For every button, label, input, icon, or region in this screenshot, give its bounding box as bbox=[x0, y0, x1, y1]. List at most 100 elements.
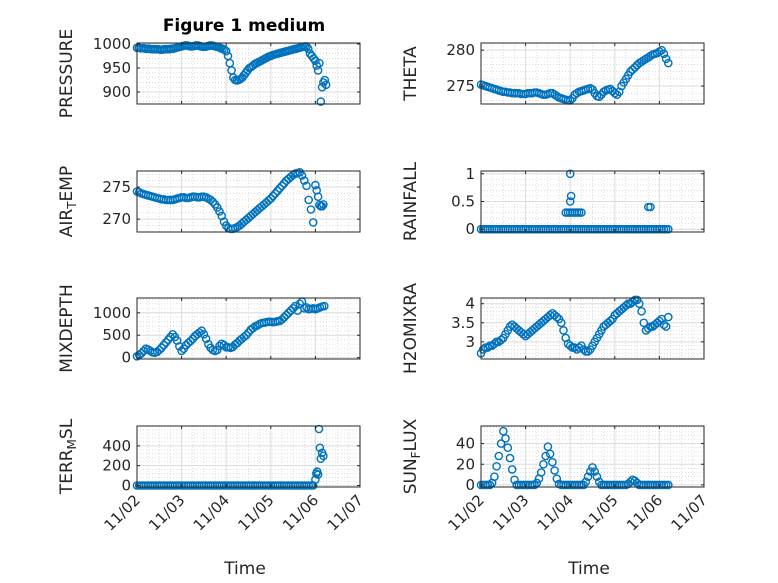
data-point bbox=[206, 195, 215, 205]
x-tick-label: 11/05 bbox=[578, 491, 621, 534]
x-tick-label: 11/02 bbox=[445, 491, 488, 534]
x-tick-label: 11/05 bbox=[234, 491, 277, 534]
y-tick-label: 1000 bbox=[93, 35, 131, 53]
data-point bbox=[270, 189, 280, 198]
subplot-h2omixra: 33.54 H2OMIXRA bbox=[401, 283, 705, 374]
data-point bbox=[494, 451, 504, 461]
y-tick-label: 3 bbox=[465, 333, 475, 351]
data-point bbox=[581, 477, 591, 487]
data-point bbox=[166, 332, 175, 342]
y-tick-label: 280 bbox=[446, 41, 475, 59]
data-point bbox=[309, 54, 318, 63]
data-point bbox=[177, 346, 186, 356]
data-point bbox=[264, 196, 273, 205]
y-axis-label: PRESSURE bbox=[57, 29, 77, 118]
y-axis-label: AIRTEMP bbox=[57, 166, 79, 237]
data-point bbox=[664, 312, 673, 322]
figure-title: Figure 1 medium bbox=[163, 16, 325, 36]
y-tick-label: 3.5 bbox=[451, 314, 475, 332]
data-point bbox=[503, 443, 513, 453]
data-point bbox=[594, 92, 604, 102]
data-point bbox=[559, 326, 568, 335]
data-point bbox=[507, 465, 517, 474]
data-point bbox=[557, 318, 566, 328]
data-point bbox=[552, 312, 562, 322]
data-point bbox=[137, 348, 146, 358]
data-point bbox=[496, 335, 506, 345]
data-point bbox=[313, 470, 323, 479]
data-point bbox=[208, 197, 218, 207]
data-point bbox=[284, 308, 293, 318]
axes-box bbox=[136, 170, 361, 233]
data-point bbox=[664, 480, 673, 490]
axes-box bbox=[480, 297, 705, 360]
data-point bbox=[315, 443, 325, 453]
subplot-air-temp: 270 275 AIRTEMP bbox=[57, 166, 361, 237]
data-point bbox=[317, 201, 327, 211]
y-tick-label: 0.5 bbox=[451, 193, 475, 211]
data-point bbox=[615, 87, 624, 97]
data-point bbox=[583, 347, 593, 356]
y-tick-label: 1000 bbox=[93, 304, 131, 322]
data-point bbox=[630, 63, 640, 72]
y-tick-label: 4 bbox=[465, 295, 475, 313]
y-tick-label: 200 bbox=[102, 457, 131, 475]
data-point bbox=[195, 328, 204, 337]
data-point bbox=[201, 334, 211, 344]
data-point bbox=[490, 472, 499, 482]
axes-box bbox=[136, 297, 361, 360]
axes-box bbox=[136, 425, 361, 488]
x-tick-label: 11/07 bbox=[668, 491, 711, 534]
axes-box bbox=[480, 425, 705, 488]
x-axis-label-right: Time bbox=[567, 559, 610, 579]
data-point bbox=[646, 202, 655, 212]
y-tick-label: 500 bbox=[102, 326, 131, 344]
data-point bbox=[302, 181, 311, 191]
data-point bbox=[239, 332, 249, 342]
data-point bbox=[606, 84, 615, 94]
y-tick-label: 400 bbox=[102, 437, 131, 455]
x-tick-label: 11/02 bbox=[101, 491, 144, 534]
subplot-sun-flux: 0 20 40 SUNFLUX 11/02 11/03 11/04 11/05 11/06 11/… bbox=[401, 418, 711, 534]
data-point bbox=[610, 88, 620, 98]
data-point bbox=[268, 191, 278, 201]
data-point bbox=[548, 457, 557, 467]
y-tick-label: 0 bbox=[121, 349, 131, 367]
data-point bbox=[321, 80, 331, 90]
data-point bbox=[312, 61, 322, 70]
x-tick-label: 11/04 bbox=[190, 491, 233, 534]
y-axis-label: TERRMSL bbox=[57, 418, 79, 495]
data-point bbox=[279, 178, 289, 188]
data-point bbox=[313, 192, 323, 201]
data-point bbox=[266, 194, 276, 203]
data-point bbox=[303, 44, 313, 54]
data-point bbox=[273, 186, 282, 196]
data-point bbox=[539, 459, 548, 469]
x-tick-label: 11/03 bbox=[145, 491, 188, 534]
data-point bbox=[308, 218, 318, 227]
data-point bbox=[592, 472, 602, 482]
data-point bbox=[478, 345, 488, 354]
subplot-rainfall: 0 0.5 1 RAINFALL bbox=[401, 161, 705, 241]
data-point bbox=[565, 197, 575, 206]
data-point bbox=[483, 343, 493, 352]
x-axis-label-left: Time bbox=[223, 559, 266, 579]
y-axis-label: RAINFALL bbox=[401, 161, 421, 241]
data-point bbox=[577, 208, 586, 217]
subplot-mixdepth: 0 500 1000 MIXDEPTH bbox=[57, 284, 361, 373]
data-point bbox=[290, 301, 300, 311]
data-point bbox=[157, 343, 166, 353]
data-point bbox=[277, 181, 287, 191]
data-point bbox=[628, 65, 637, 74]
x-tick-label: 11/04 bbox=[534, 491, 577, 534]
axes-box bbox=[480, 42, 705, 105]
data-point bbox=[154, 345, 164, 355]
subplot-pressure: 900 950 1000 PRESSURE bbox=[57, 29, 361, 118]
x-tick-label: 11/06 bbox=[623, 491, 666, 534]
data-point bbox=[319, 200, 328, 209]
data-point bbox=[552, 474, 562, 484]
data-point bbox=[316, 97, 326, 106]
y-tick-label: 0 bbox=[121, 477, 131, 495]
